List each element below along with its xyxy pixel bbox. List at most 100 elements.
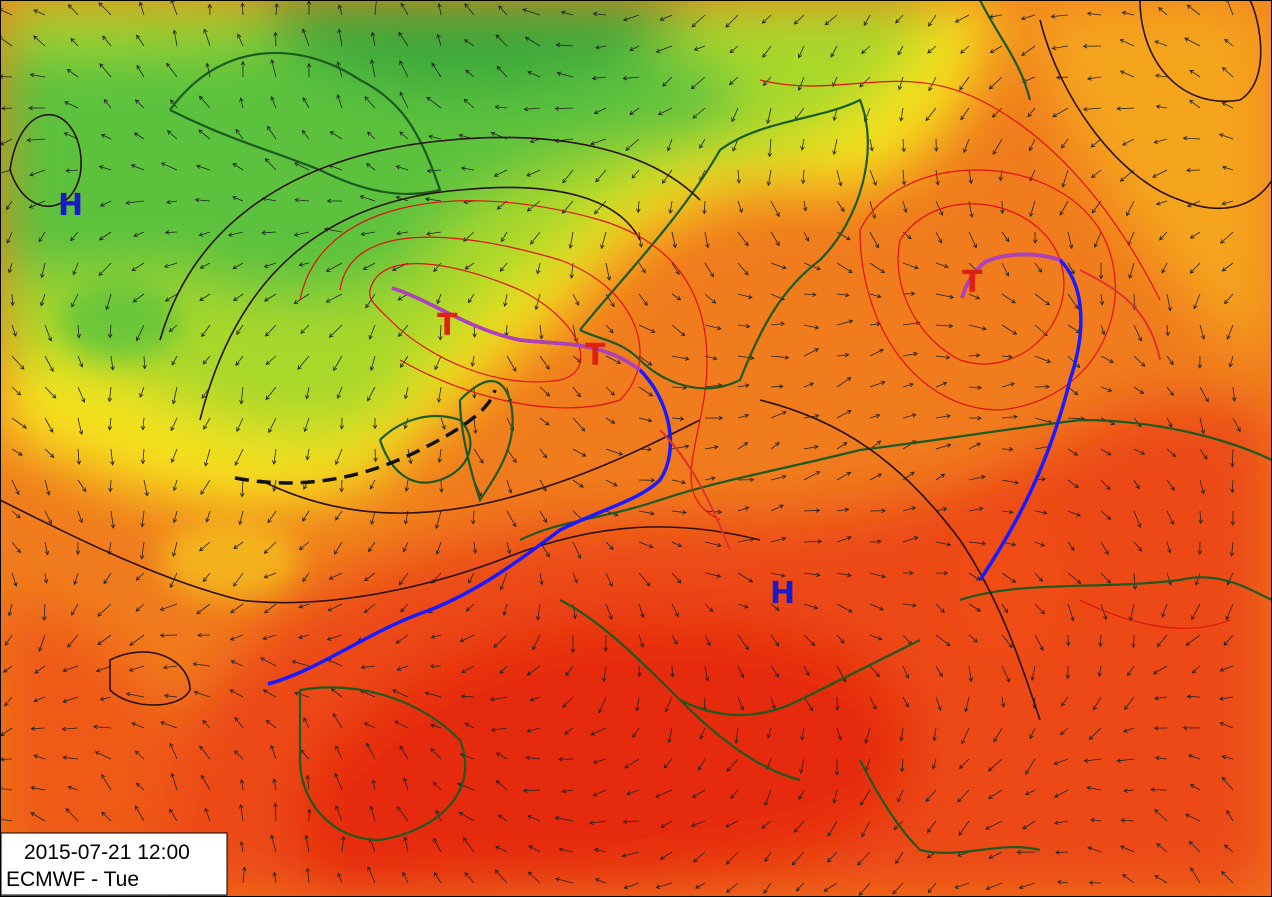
wind-arrow (230, 660, 244, 667)
wind-arrow (336, 386, 343, 400)
wind-arrow (337, 28, 343, 47)
wind-arrow (71, 293, 79, 308)
wind-arrow (770, 603, 780, 611)
wind-arrow (704, 293, 717, 304)
wind-arrow (1231, 386, 1237, 402)
wind-arrow (737, 231, 749, 247)
wind-arrow (1188, 840, 1201, 853)
wind-arrow (373, 448, 378, 463)
wind-arrow (869, 603, 885, 611)
wind-arrow (489, 696, 508, 702)
wind-arrow (302, 510, 310, 522)
wind-arrow (1165, 324, 1170, 337)
wind-arrow (737, 383, 750, 388)
wind-arrow (539, 479, 547, 492)
wind-arrow (272, 448, 277, 465)
wind-arrow (303, 717, 310, 729)
wind-arrow (1122, 727, 1135, 733)
wind-arrow (764, 789, 772, 807)
wind-arrow (1099, 293, 1105, 306)
wind-arrow (737, 696, 745, 711)
wind-arrow (968, 231, 977, 249)
wind-arrow (1059, 200, 1069, 216)
wind-arrow (464, 262, 475, 270)
wind-arrow (499, 665, 508, 674)
wind-arrow (1000, 696, 1006, 708)
wind-arrow (1119, 70, 1135, 78)
wind-arrow (636, 200, 641, 214)
wind-arrow (1001, 382, 1016, 388)
wind-arrow (1088, 727, 1102, 741)
wind-arrow (394, 720, 409, 729)
wind-arrow (39, 293, 46, 307)
wind-arrow (895, 14, 904, 24)
wind-arrow (10, 293, 15, 307)
wind-arrow (1067, 231, 1074, 250)
wind-arrow (400, 2, 409, 16)
wind-arrow (198, 95, 211, 109)
wind-arrow (1034, 293, 1050, 306)
wind-arrow (135, 782, 145, 791)
wind-arrow (363, 722, 376, 729)
wind-arrow (499, 262, 508, 272)
wind-arrow (263, 262, 277, 268)
wind-arrow (824, 14, 838, 26)
wind-arrow (131, 262, 145, 272)
wind-arrow (334, 772, 343, 791)
wind-arrow (555, 42, 574, 48)
wind-arrow (671, 262, 680, 275)
wind-arrow (662, 76, 673, 87)
wind-arrow (461, 665, 475, 674)
wind-arrow (202, 572, 211, 583)
wind-arrow (368, 324, 376, 340)
wind-arrow (671, 634, 678, 645)
wind-arrow (836, 603, 853, 613)
wind-arrow (539, 510, 548, 524)
wind-arrow (1133, 355, 1146, 367)
wind-arrow (239, 97, 244, 109)
wind-arrow (668, 200, 673, 215)
wind-arrow (438, 324, 443, 341)
wind-arrow (327, 603, 343, 612)
wind-arrow (1034, 541, 1046, 547)
wind-arrow (237, 33, 244, 47)
wind-arrow (233, 572, 244, 587)
wind-arrow (430, 723, 442, 729)
wind-arrow (1086, 11, 1102, 17)
wind-arrow (629, 107, 640, 116)
wind-arrow (1133, 541, 1143, 552)
wind-arrow (199, 262, 211, 269)
wind-arrow (592, 11, 607, 17)
wind-arrow (264, 603, 277, 614)
wind-arrow (392, 689, 409, 698)
wind-arrow (506, 355, 517, 372)
wind-arrow (1182, 135, 1201, 141)
wind-arrow (1224, 293, 1234, 305)
wind-arrow (506, 541, 512, 555)
wind-arrow (135, 324, 145, 342)
wind-arrow (131, 722, 145, 729)
wind-arrow (1053, 820, 1069, 825)
wind-arrow (265, 719, 277, 729)
wind-arrow (435, 510, 442, 530)
wind-arrow (770, 200, 780, 218)
wind-arrow (495, 34, 508, 47)
wind-arrow (272, 871, 278, 884)
wind-arrow (403, 386, 409, 400)
wind-arrow (169, 572, 178, 589)
wind-arrow (968, 541, 987, 546)
wind-arrow (622, 75, 640, 81)
wind-arrow (737, 293, 753, 299)
wind-arrow (1060, 696, 1069, 707)
wind-arrow (737, 634, 749, 651)
wind-arrow (270, 834, 277, 853)
wind-arrow (832, 789, 838, 804)
wind-arrow (164, 293, 178, 302)
wind-arrow (968, 385, 983, 390)
wind-arrow (968, 442, 982, 450)
wind-arrow (432, 781, 442, 791)
wind-arrow (1221, 200, 1234, 206)
wind-arrow (729, 45, 739, 54)
wind-arrow (73, 572, 79, 586)
